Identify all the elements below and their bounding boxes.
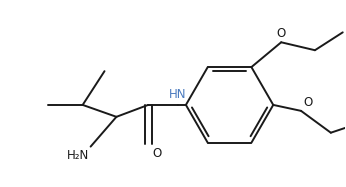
Text: O: O <box>276 27 286 40</box>
Text: HN: HN <box>169 88 187 101</box>
Text: O: O <box>152 147 161 160</box>
Text: O: O <box>303 96 312 109</box>
Text: H₂N: H₂N <box>66 149 89 162</box>
